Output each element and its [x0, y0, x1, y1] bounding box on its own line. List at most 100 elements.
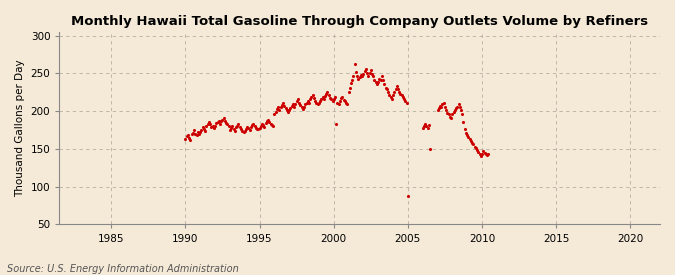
Point: [379, 82, 390, 86]
Point: [332, 101, 343, 105]
Point: [319, 97, 329, 101]
Point: [384, 93, 395, 98]
Point: [298, 104, 309, 109]
Point: [400, 99, 411, 104]
Point: [237, 129, 248, 133]
Point: [389, 89, 400, 94]
Point: [321, 92, 331, 96]
Y-axis label: Thousand Gallons per Day: Thousand Gallons per Day: [15, 59, 25, 197]
Point: [180, 137, 191, 141]
Point: [460, 131, 471, 135]
Point: [326, 97, 337, 101]
Point: [331, 122, 342, 126]
Point: [451, 106, 462, 110]
Point: [296, 104, 307, 109]
Point: [271, 107, 282, 111]
Point: [308, 96, 319, 101]
Point: [433, 106, 444, 110]
Point: [207, 124, 218, 128]
Point: [425, 147, 435, 151]
Point: [259, 125, 270, 129]
Point: [335, 98, 346, 103]
Point: [439, 104, 450, 109]
Point: [288, 102, 298, 107]
Point: [261, 121, 271, 125]
Point: [200, 129, 211, 133]
Point: [231, 125, 242, 129]
Point: [441, 108, 452, 113]
Point: [248, 122, 259, 126]
Point: [201, 123, 212, 128]
Point: [348, 74, 359, 79]
Point: [371, 79, 381, 84]
Point: [446, 116, 456, 120]
Point: [213, 119, 224, 123]
Point: [310, 98, 321, 103]
Point: [217, 117, 228, 122]
Point: [268, 124, 279, 128]
Point: [190, 132, 200, 136]
Point: [304, 101, 315, 105]
Point: [399, 97, 410, 101]
Point: [459, 127, 470, 131]
Point: [222, 122, 233, 126]
Point: [263, 117, 273, 122]
Point: [290, 102, 301, 107]
Point: [377, 74, 387, 79]
Point: [311, 101, 322, 105]
Point: [279, 104, 290, 108]
Point: [270, 110, 281, 114]
Point: [454, 104, 465, 109]
Point: [373, 79, 383, 84]
Point: [443, 112, 454, 116]
Point: [202, 122, 213, 126]
Point: [327, 98, 338, 103]
Point: [185, 138, 196, 142]
Point: [356, 73, 367, 77]
Point: [307, 93, 318, 98]
Point: [221, 120, 232, 125]
Point: [374, 76, 385, 81]
Point: [432, 108, 443, 113]
Point: [420, 122, 431, 126]
Point: [302, 98, 313, 103]
Point: [205, 122, 215, 126]
Point: [186, 132, 197, 136]
Point: [320, 94, 331, 98]
Point: [456, 108, 466, 113]
Point: [436, 104, 447, 109]
Point: [198, 126, 209, 131]
Point: [280, 106, 291, 110]
Point: [457, 112, 468, 116]
Title: Monthly Hawaii Total Gasoline Through Company Outlets Volume by Refiners: Monthly Hawaii Total Gasoline Through Co…: [71, 15, 648, 28]
Point: [338, 98, 349, 102]
Point: [225, 128, 236, 132]
Point: [423, 123, 434, 127]
Point: [218, 116, 229, 120]
Point: [246, 125, 256, 129]
Point: [448, 110, 459, 114]
Point: [394, 89, 405, 94]
Point: [481, 152, 491, 156]
Point: [380, 86, 391, 90]
Point: [335, 96, 346, 101]
Point: [305, 97, 316, 101]
Point: [316, 97, 327, 101]
Point: [203, 120, 214, 124]
Point: [364, 70, 375, 75]
Point: [360, 67, 371, 71]
Point: [244, 128, 255, 132]
Point: [438, 101, 449, 105]
Point: [269, 112, 279, 116]
Point: [435, 104, 446, 108]
Point: [442, 111, 453, 115]
Point: [473, 150, 484, 154]
Point: [252, 126, 263, 131]
Point: [341, 101, 352, 105]
Point: [188, 131, 198, 135]
Point: [238, 130, 249, 134]
Point: [472, 147, 483, 152]
Point: [322, 89, 333, 94]
Point: [402, 194, 413, 198]
Point: [317, 95, 328, 99]
